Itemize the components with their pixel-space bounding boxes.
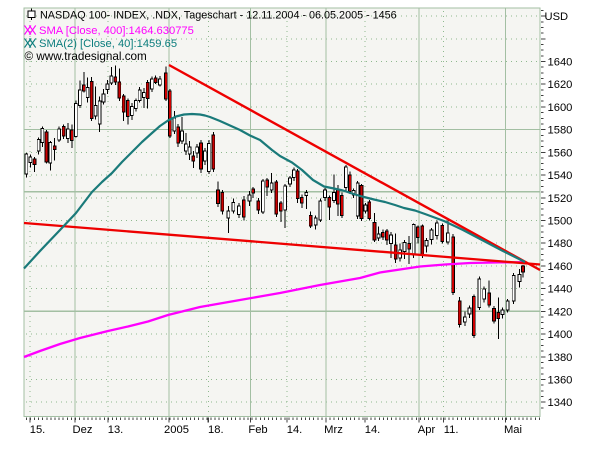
svg-text:1480: 1480 (548, 238, 573, 250)
svg-text:NASDAQ 100- INDEX, .NDX, Tages: NASDAQ 100- INDEX, .NDX, Tageschart - 12… (40, 9, 397, 21)
svg-text:1360: 1360 (548, 375, 573, 387)
svg-text:2005: 2005 (164, 424, 189, 436)
svg-text:1460: 1460 (548, 261, 573, 273)
svg-text:SMA [Close, 400]:1464.630775: SMA [Close, 400]:1464.630775 (39, 25, 194, 37)
svg-text:18.: 18. (208, 424, 224, 436)
svg-text:Apr: Apr (418, 424, 436, 436)
svg-text:1640: 1640 (548, 57, 573, 69)
svg-text:Feb: Feb (248, 424, 267, 436)
svg-text:1600: 1600 (548, 102, 573, 114)
svg-text:14.: 14. (287, 424, 303, 436)
svg-text:1440: 1440 (548, 284, 573, 296)
svg-text:© www.tradesignal.com: © www.tradesignal.com (25, 50, 147, 63)
svg-text:1420: 1420 (548, 306, 573, 318)
svg-text:Mai: Mai (504, 424, 522, 436)
svg-text:13.: 13. (108, 424, 124, 436)
svg-text:Dez: Dez (73, 424, 93, 436)
svg-text:1400: 1400 (548, 329, 573, 341)
svg-text:1520: 1520 (548, 193, 573, 205)
svg-text:1620: 1620 (548, 79, 573, 91)
svg-text:USD: USD (545, 11, 569, 23)
svg-text:11.: 11. (444, 424, 459, 436)
svg-text:1540: 1540 (548, 170, 573, 182)
svg-text:1380: 1380 (548, 352, 573, 364)
svg-text:1340: 1340 (548, 397, 573, 409)
svg-text:1580: 1580 (548, 125, 573, 137)
svg-text:1500: 1500 (548, 216, 573, 228)
svg-text:Mrz: Mrz (324, 424, 343, 436)
svg-text:14.: 14. (365, 424, 381, 436)
svg-text:15.: 15. (30, 424, 46, 436)
svg-text:1560: 1560 (548, 147, 573, 159)
svg-text:SMA(2) [Close, 40]:1459.65: SMA(2) [Close, 40]:1459.65 (39, 38, 177, 50)
